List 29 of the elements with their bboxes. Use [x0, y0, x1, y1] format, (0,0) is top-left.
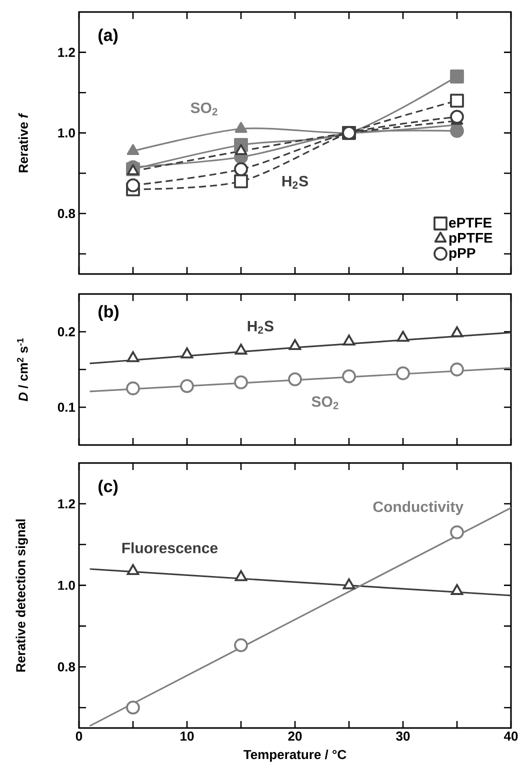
y-axis-title: D / cm$^{2}$ s$^{-1}$ — [16, 338, 28, 402]
legend-label: pPP — [449, 248, 476, 261]
legend-label: pPTFE — [449, 233, 492, 246]
y-tick-label: 1.2 — [58, 499, 75, 508]
y-tick-label: 0.2 — [58, 327, 75, 336]
annotation: Conductivity — [373, 501, 464, 516]
text: (a) — [98, 28, 118, 44]
text: 1.0 — [58, 580, 75, 590]
x-tick-label: 0 — [76, 732, 82, 741]
annotation: H$_{2}$S — [282, 176, 308, 189]
y-tick-label: 0.8 — [58, 208, 76, 218]
y-tick-label: 0.1 — [58, 402, 76, 412]
x-tick-label: 30 — [396, 732, 410, 741]
legend-label: ePTFE — [449, 218, 492, 228]
text: 1.0 — [58, 128, 75, 138]
x-tick-label: 20 — [288, 732, 302, 741]
annotation: SO$_{2}$ — [190, 102, 218, 116]
y-axis-title: Rerative f — [18, 112, 28, 172]
x-tick-label: 40 — [504, 732, 518, 741]
annotation: H$_{2}$S — [248, 320, 274, 334]
x-axis-title: Temperature / °C — [244, 750, 346, 762]
y-tick-label: 1.2 — [58, 48, 75, 57]
x-tick-label: 10 — [180, 732, 194, 741]
y-tick-label: 0.8 — [58, 662, 76, 672]
y-axis-title: Rerative detection signal — [16, 519, 28, 672]
text: (c) — [98, 480, 118, 496]
text: (b) — [98, 305, 119, 321]
annotation: SO$_{2}$ — [312, 396, 338, 410]
annotation: Fluorescence — [122, 542, 218, 554]
